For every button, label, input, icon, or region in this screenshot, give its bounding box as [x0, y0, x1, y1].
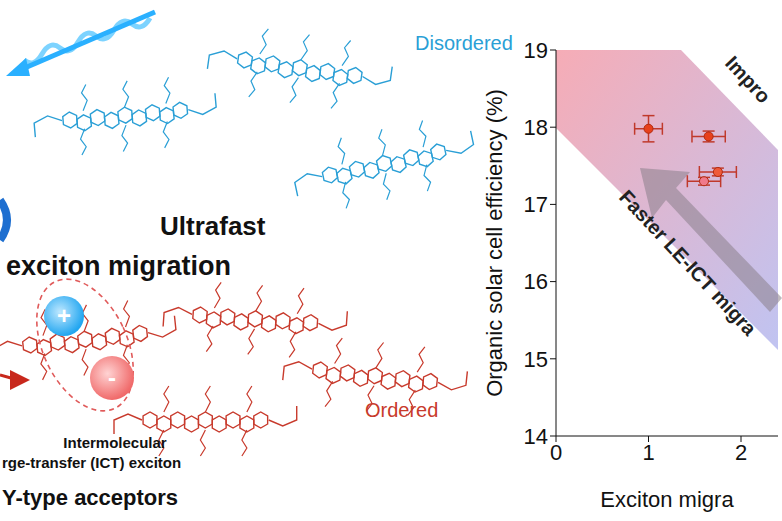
- svg-text:Intermolecular: Intermolecular: [63, 434, 167, 451]
- svg-text:19: 19: [524, 38, 548, 63]
- svg-text:0: 0: [550, 440, 562, 465]
- svg-text:Ultrafast: Ultrafast: [160, 211, 266, 241]
- svg-text:Disordered: Disordered: [415, 32, 513, 54]
- svg-text:Faster LE-ICT migra: Faster LE-ICT migra: [615, 186, 761, 341]
- svg-text:18: 18: [524, 115, 548, 140]
- svg-text:+: +: [57, 302, 71, 329]
- svg-text:exciton migration: exciton migration: [8, 251, 231, 281]
- svg-text:16: 16: [524, 269, 548, 294]
- svg-text:1: 1: [642, 440, 654, 465]
- svg-text:17: 17: [524, 192, 548, 217]
- svg-text:15: 15: [524, 347, 548, 372]
- svg-text:-: -: [108, 364, 116, 391]
- svg-text:Organic solar cell efficiency: Organic solar cell efficiency (%): [482, 89, 507, 397]
- svg-text:rge-transfer (ICT) exciton: rge-transfer (ICT) exciton: [8, 454, 181, 471]
- svg-text:14: 14: [524, 424, 548, 449]
- svg-text:Y-type acceptors: Y-type acceptors: [8, 485, 178, 510]
- svg-text:2: 2: [735, 440, 747, 465]
- svg-text:Ordered: Ordered: [365, 399, 438, 421]
- svg-text:Impro: Impro: [721, 52, 774, 108]
- svg-text:Exciton migra: Exciton migra: [600, 487, 734, 512]
